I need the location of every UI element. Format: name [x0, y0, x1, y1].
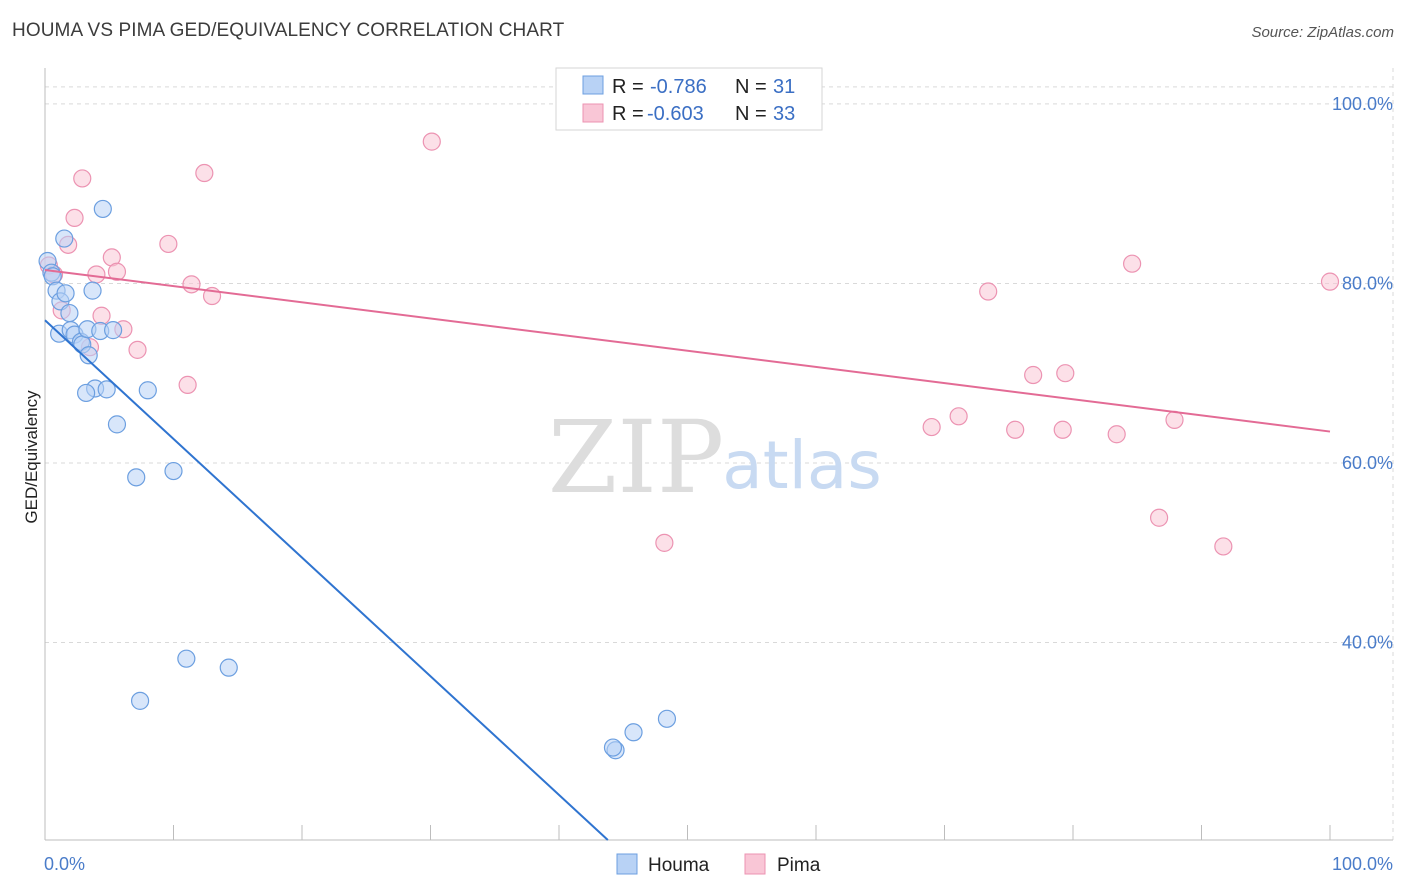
- houma-trend-line: [44, 319, 609, 841]
- pima-point-13: [159, 234, 178, 254]
- houma-point-22: [138, 381, 157, 400]
- y-tick-label-0: 40.0%: [1342, 633, 1393, 653]
- legend-pima-n-value: 33: [773, 103, 795, 125]
- y-axis-label: GED/Equivalency: [22, 390, 41, 524]
- bottom-legend-pima-swatch: [744, 853, 766, 875]
- legend-pima-r-value: -0.603: [647, 103, 704, 125]
- pima-point-19: [655, 533, 674, 552]
- houma-point-6: [56, 284, 75, 303]
- houma-point-24: [127, 468, 146, 487]
- pima-point-18: [422, 132, 441, 151]
- legend-pima-swatch: [582, 103, 604, 123]
- series-legend: Houma Pima: [616, 853, 821, 876]
- pima-point-12: [128, 340, 147, 359]
- houma-point-31: [624, 723, 643, 742]
- watermark-zip: ZIP: [548, 399, 724, 516]
- pima-point-32: [1320, 272, 1340, 291]
- legend-houma-r-value: -0.786: [650, 76, 707, 98]
- watermark-atlas: atlas: [722, 427, 882, 504]
- pima-point-26: [1056, 364, 1075, 383]
- y-tick-label-1: 60.0%: [1342, 453, 1393, 473]
- chart-title: HOUMA VS PIMA GED/EQUIVALENCY CORRELATIO…: [12, 20, 565, 41]
- trend-lines: [44, 268, 1331, 841]
- bottom-legend-houma-swatch: [616, 853, 638, 875]
- bottom-legend-houma-label: Houma: [648, 855, 710, 876]
- axes: [44, 68, 1393, 841]
- zipatlas-watermark: ZIP atlas: [548, 399, 882, 516]
- pima-point-5: [73, 169, 92, 188]
- houma-point-25: [164, 461, 183, 481]
- x-tick-label-0: 0.0%: [44, 854, 85, 874]
- houma-point-20: [77, 383, 96, 403]
- pima-point-15: [182, 275, 201, 294]
- houma-point-7: [60, 303, 79, 323]
- pima-point-27: [1107, 425, 1126, 444]
- houma-point-18: [104, 321, 123, 340]
- pima-point-21: [949, 407, 968, 426]
- source-credit: Source: ZipAtlas.com: [1251, 24, 1394, 41]
- pima-point-4: [65, 208, 84, 228]
- pima-trend-line: [44, 268, 1331, 433]
- houma-point-27: [219, 658, 238, 677]
- legend-houma-swatch: [582, 75, 604, 95]
- y-tick-label-2: 80.0%: [1342, 273, 1393, 293]
- pima-point-31: [1214, 537, 1233, 556]
- houma-point-5: [55, 229, 74, 248]
- grid-lines: [45, 68, 1394, 840]
- pima-point-28: [1123, 254, 1142, 273]
- legend-houma-n-value: 31: [773, 76, 795, 98]
- y-tick-label-3: 100.0%: [1332, 94, 1393, 114]
- pima-point-29: [1149, 508, 1169, 527]
- pima-point-30: [1165, 410, 1184, 429]
- houma-point-14: [79, 346, 98, 365]
- legend-pima-r-label: R =: [612, 103, 644, 125]
- houma-point-30: [603, 738, 623, 757]
- pima-point-22: [979, 282, 998, 301]
- pima-point-14: [178, 375, 197, 394]
- pima-point-16: [195, 163, 214, 183]
- pima-point-20: [922, 417, 941, 437]
- x-tick-label-1: 100.0%: [1332, 854, 1393, 874]
- houma-point-28: [130, 691, 150, 710]
- bottom-legend-pima-label: Pima: [777, 855, 821, 876]
- tick-labels: 40.0% 60.0% 80.0% 100.0% 0.0% 100.0%: [44, 94, 1393, 874]
- pima-point-24: [1024, 365, 1043, 385]
- pima-point-7: [87, 265, 106, 284]
- pima-point-8: [92, 306, 111, 325]
- houma-points: [38, 199, 677, 760]
- pima-point-23: [1006, 420, 1025, 439]
- pima-point-25: [1053, 420, 1072, 439]
- houma-point-23: [107, 415, 127, 434]
- houma-point-21: [97, 380, 116, 399]
- correlation-legend: R = -0.786 N = 31 R = -0.603 N = 33: [555, 67, 823, 131]
- houma-point-17: [93, 199, 112, 219]
- legend-pima-n-label: N =: [735, 103, 767, 125]
- legend-houma-r-label: R =: [612, 76, 644, 98]
- pima-point-10: [107, 262, 127, 281]
- houma-point-15: [83, 281, 102, 300]
- houma-point-26: [177, 649, 196, 668]
- legend-houma-n-label: N =: [735, 76, 767, 98]
- houma-point-32: [657, 709, 677, 728]
